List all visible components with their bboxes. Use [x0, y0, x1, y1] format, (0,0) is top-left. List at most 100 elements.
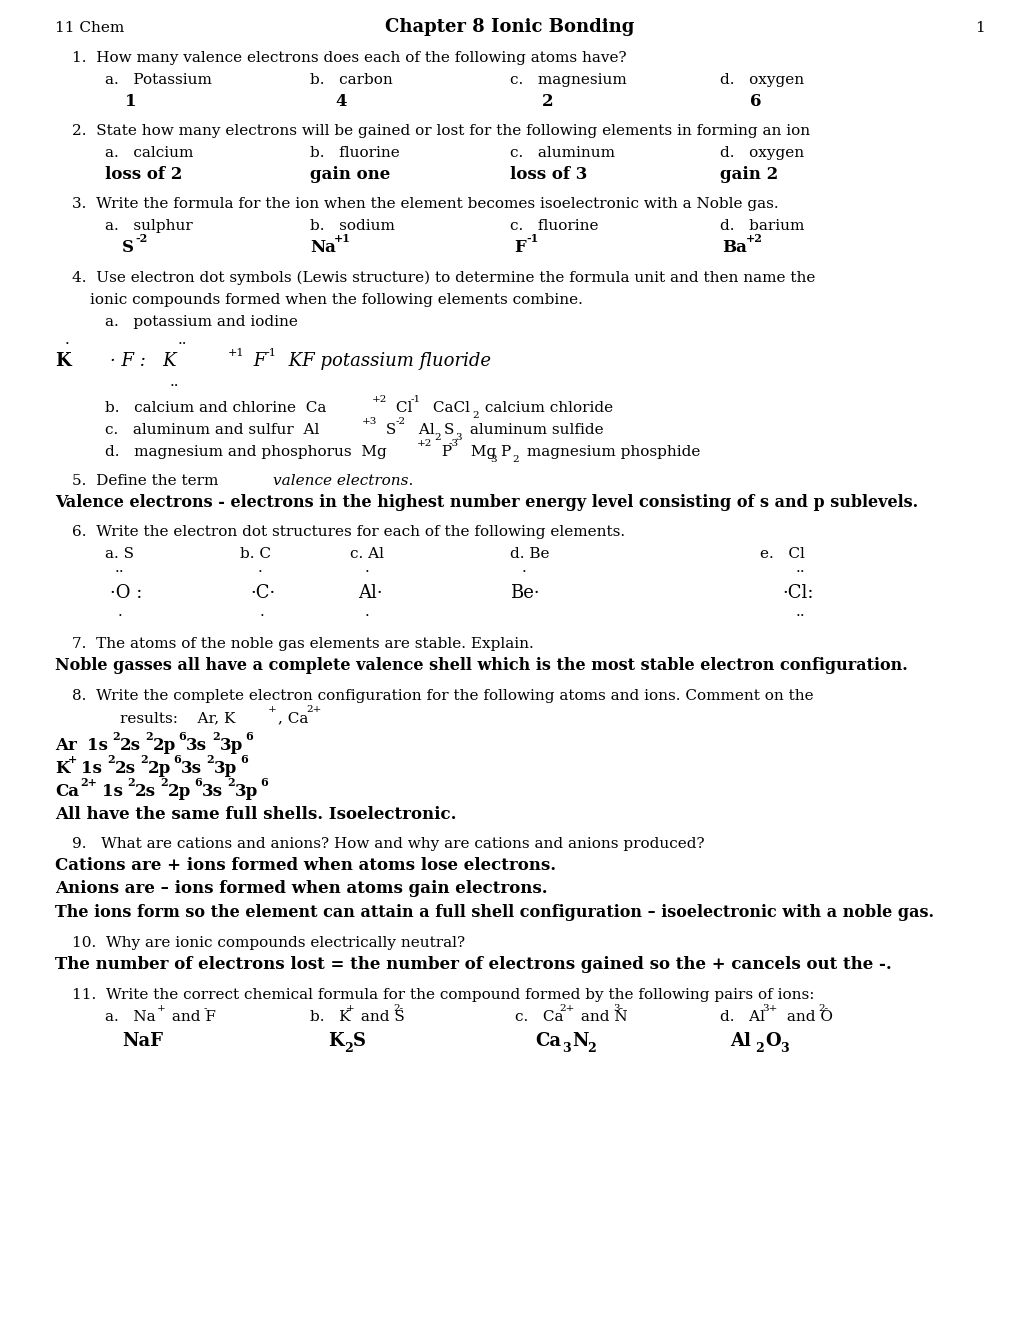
Text: 2: 2 — [754, 1041, 763, 1055]
Text: loss of 3: loss of 3 — [510, 166, 587, 183]
Text: Mg: Mg — [466, 445, 496, 459]
Text: 1.  How many valence electrons does each of the following atoms have?: 1. How many valence electrons does each … — [72, 51, 626, 65]
Text: -1: -1 — [526, 234, 538, 244]
Text: ·: · — [258, 565, 263, 579]
Text: 3: 3 — [489, 455, 496, 465]
Text: ..: .. — [178, 333, 187, 347]
Text: 1s: 1s — [87, 737, 107, 754]
Text: ·: · — [260, 609, 265, 623]
Text: 2: 2 — [160, 777, 168, 788]
Text: +: + — [157, 1005, 166, 1012]
Text: and S: and S — [356, 1010, 405, 1024]
Text: 2p: 2p — [153, 737, 176, 754]
Text: 2s: 2s — [114, 760, 136, 777]
Text: Valence electrons - electrons in the highest number energy level consisting of s: Valence electrons - electrons in the hig… — [55, 494, 917, 511]
Text: ·: · — [118, 609, 122, 623]
Text: 6: 6 — [194, 777, 202, 788]
Text: 6: 6 — [245, 731, 253, 742]
Text: S: S — [381, 422, 395, 437]
Text: 3-: 3- — [612, 1005, 623, 1012]
Text: 1: 1 — [125, 92, 137, 110]
Text: 3: 3 — [561, 1041, 570, 1055]
Text: Ar: Ar — [55, 737, 76, 754]
Text: 2: 2 — [472, 411, 478, 420]
Text: b.   calcium and chlorine  Ca: b. calcium and chlorine Ca — [105, 401, 326, 414]
Text: ·O :: ·O : — [110, 583, 143, 602]
Text: F: F — [514, 239, 525, 256]
Text: 2: 2 — [512, 455, 518, 465]
Text: -2: -2 — [135, 234, 147, 244]
Text: 2: 2 — [107, 754, 114, 766]
Text: CaCl: CaCl — [428, 401, 470, 414]
Text: b.   sodium: b. sodium — [310, 219, 394, 234]
Text: 3s: 3s — [186, 737, 207, 754]
Text: K: K — [328, 1032, 343, 1049]
Text: gain one: gain one — [310, 166, 390, 183]
Text: 2: 2 — [212, 731, 219, 742]
Text: 6: 6 — [178, 731, 186, 742]
Text: 2.  State how many electrons will be gained or lost for the following elements i: 2. State how many electrons will be gain… — [72, 124, 809, 139]
Text: 4.  Use electron dot symbols (Lewis structure) to determine the formula unit and: 4. Use electron dot symbols (Lewis struc… — [72, 271, 814, 285]
Text: 3+: 3+ — [761, 1005, 776, 1012]
Text: NaF: NaF — [122, 1032, 163, 1049]
Text: Cations are + ions formed when atoms lose electrons.: Cations are + ions formed when atoms los… — [55, 857, 555, 874]
Text: +2: +2 — [417, 440, 432, 447]
Text: a. S: a. S — [105, 546, 133, 561]
Text: and O: and O — [782, 1010, 833, 1024]
Text: The number of electrons lost = the number of electrons gained so the + cancels o: The number of electrons lost = the numbe… — [55, 956, 891, 973]
Text: +1: +1 — [228, 348, 245, 358]
Text: 8.  Write the complete electron configuration for the following atoms and ions. : 8. Write the complete electron configura… — [72, 689, 813, 704]
Text: 3: 3 — [454, 433, 462, 442]
Text: +1: +1 — [333, 234, 351, 244]
Text: d.   magnesium and phosphorus  Mg: d. magnesium and phosphorus Mg — [105, 445, 386, 459]
Text: 3p: 3p — [234, 783, 258, 800]
Text: -1: -1 — [411, 395, 421, 404]
Text: Cl: Cl — [390, 401, 412, 414]
Text: Ca: Ca — [55, 783, 78, 800]
Text: 6: 6 — [239, 754, 248, 766]
Text: The ions form so the element can attain a full shell configuration – isoelectron: The ions form so the element can attain … — [55, 904, 933, 921]
Text: ·Cl:: ·Cl: — [782, 583, 813, 602]
Text: ·: · — [522, 565, 527, 579]
Text: 1s: 1s — [82, 760, 102, 777]
Text: 2: 2 — [227, 777, 234, 788]
Text: 2p: 2p — [148, 760, 171, 777]
Text: 11 Chem: 11 Chem — [55, 21, 124, 36]
Text: results:    Ar, K: results: Ar, K — [120, 711, 235, 725]
Text: b.   fluorine: b. fluorine — [310, 147, 399, 160]
Text: · F :   K: · F : K — [110, 352, 176, 370]
Text: d.   barium: d. barium — [719, 219, 804, 234]
Text: 5.  Define the term: 5. Define the term — [72, 474, 223, 488]
Text: b.   K: b. K — [310, 1010, 351, 1024]
Text: Al: Al — [730, 1032, 750, 1049]
Text: 2: 2 — [541, 92, 553, 110]
Text: 2: 2 — [343, 1041, 353, 1055]
Text: Al·: Al· — [358, 583, 382, 602]
Text: 2+: 2+ — [81, 777, 98, 788]
Text: 9.   What are cations and anions? How and why are cations and anions produced?: 9. What are cations and anions? How and … — [72, 837, 704, 851]
Text: 7.  The atoms of the noble gas elements are stable. Explain.: 7. The atoms of the noble gas elements a… — [72, 638, 533, 651]
Text: 2p: 2p — [168, 783, 192, 800]
Text: 2: 2 — [433, 433, 440, 442]
Text: Al: Al — [414, 422, 434, 437]
Text: a.   sulphur: a. sulphur — [105, 219, 193, 234]
Text: P: P — [436, 445, 451, 459]
Text: Be·: Be· — [510, 583, 539, 602]
Text: 3s: 3s — [201, 783, 222, 800]
Text: +2: +2 — [745, 234, 762, 244]
Text: c.   fluorine: c. fluorine — [510, 219, 598, 234]
Text: and N: and N — [576, 1010, 627, 1024]
Text: 2+: 2+ — [306, 705, 321, 714]
Text: +: + — [67, 754, 77, 766]
Text: 3.  Write the formula for the ion when the element becomes isoelectronic with a : 3. Write the formula for the ion when th… — [72, 197, 777, 211]
Text: 2: 2 — [586, 1041, 595, 1055]
Text: 2-: 2- — [817, 1005, 827, 1012]
Text: 2s: 2s — [119, 737, 141, 754]
Text: d.   oxygen: d. oxygen — [719, 147, 803, 160]
Text: 2+: 2+ — [558, 1005, 574, 1012]
Text: d. Be: d. Be — [510, 546, 549, 561]
Text: c.   magnesium: c. magnesium — [510, 73, 626, 87]
Text: c.   aluminum and sulfur  Al: c. aluminum and sulfur Al — [105, 422, 319, 437]
Text: Noble gasses all have a complete valence shell which is the most stable electron: Noble gasses all have a complete valence… — [55, 657, 907, 675]
Text: 1s: 1s — [102, 783, 122, 800]
